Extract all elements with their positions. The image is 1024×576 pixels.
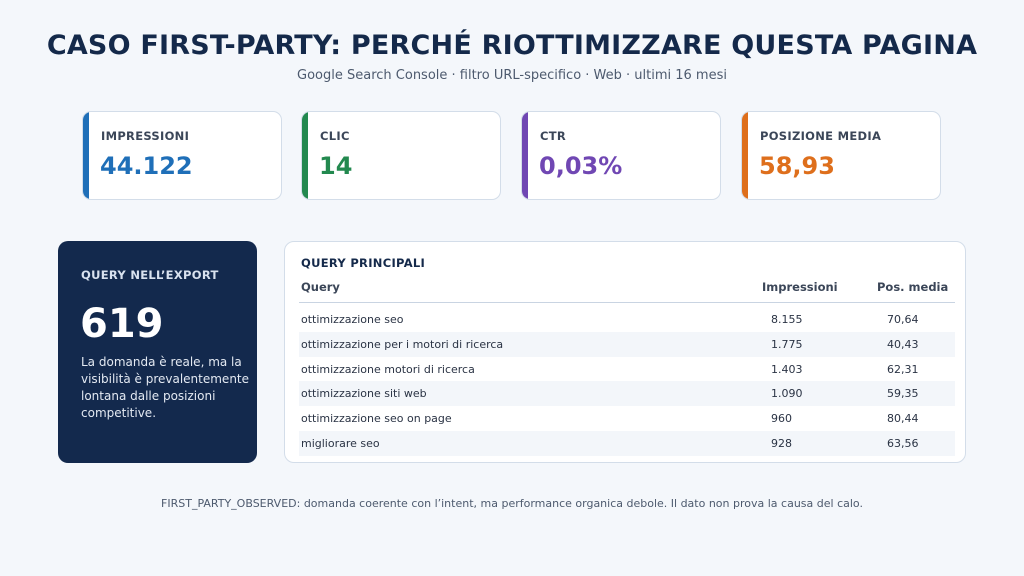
kpi-accent-bar <box>302 112 308 199</box>
cell-query: ottimizzazione per i motori di ricerca <box>301 337 504 351</box>
kpi-value: 44.122 <box>100 152 193 180</box>
cell-query: migliorare seo <box>301 436 380 450</box>
query-table-card: QUERY PRINCIPALI Query Impressioni Pos. … <box>284 241 966 463</box>
cell-impressioni: 1.775 <box>771 337 803 351</box>
column-header-query: Query <box>301 280 340 294</box>
cell-query: ottimizzazione motori di ricerca <box>301 362 475 376</box>
export-query-count: 619 <box>80 301 164 347</box>
kpi-accent-bar <box>522 112 528 199</box>
cell-query: ottimizzazione seo <box>301 313 404 326</box>
kpi-label: CTR <box>540 129 567 143</box>
column-header-impressioni: Impressioni <box>762 280 838 294</box>
column-header-pos-media: Pos. media <box>877 280 949 294</box>
table-row: ottimizzazione motori di ricerca 1.403 6… <box>299 357 955 382</box>
export-card-label: QUERY NELL’EXPORT <box>81 268 219 282</box>
cell-query: ottimizzazione siti web <box>301 387 427 401</box>
table-row: ottimizzazione seo on page 960 80,44 <box>299 406 955 431</box>
kpi-card-ctr: CTR 0,03% <box>521 111 721 200</box>
table-row: ottimizzazione seo 8.155 70,64 <box>299 307 955 332</box>
cell-pos-media: 70,64 <box>887 313 919 326</box>
cell-impressioni: 1.090 <box>771 387 803 401</box>
cell-pos-media: 80,44 <box>887 412 919 426</box>
kpi-card-posizione-media: POSIZIONE MEDIA 58,93 <box>741 111 941 200</box>
cell-query: ottimizzazione seo on page <box>301 412 452 426</box>
kpi-label: CLIC <box>320 129 350 143</box>
kpi-card-clic: CLIC 14 <box>301 111 501 200</box>
kpi-accent-bar <box>742 112 748 199</box>
kpi-accent-bar <box>83 112 89 199</box>
cell-pos-media: 59,35 <box>887 387 919 401</box>
cell-pos-media: 62,31 <box>887 362 919 376</box>
kpi-card-impressioni: IMPRESSIONI 44.122 <box>82 111 282 200</box>
cell-pos-media: 63,56 <box>887 436 919 450</box>
cell-impressioni: 1.403 <box>771 362 803 376</box>
footnote: FIRST_PARTY_OBSERVED: domanda coerente c… <box>161 497 863 510</box>
kpi-value: 0,03% <box>539 152 623 180</box>
kpi-label: POSIZIONE MEDIA <box>760 129 882 143</box>
kpi-label: IMPRESSIONI <box>101 129 190 143</box>
kpi-value: 14 <box>319 152 353 180</box>
kpi-value: 58,93 <box>759 152 835 180</box>
table-header: Query Impressioni Pos. media <box>299 280 955 303</box>
cell-pos-media: 40,43 <box>887 337 919 351</box>
table-body: ottimizzazione seo 8.155 70,64 ottimizza… <box>299 307 955 456</box>
export-card-description: La domanda è reale, ma la visibilità è p… <box>81 355 250 420</box>
table-row: ottimizzazione per i motori di ricerca 1… <box>299 331 955 357</box>
page-subtitle: Google Search Console · filtro URL-speci… <box>297 68 727 83</box>
cell-impressioni: 8.155 <box>771 313 803 326</box>
table-row: migliorare seo 928 63,56 <box>299 430 955 456</box>
page-title: CASO FIRST-PARTY: PERCHÉ RIOTTIMIZZARE Q… <box>46 30 978 61</box>
cell-impressioni: 928 <box>771 436 792 450</box>
table-row: ottimizzazione siti web 1.090 59,35 <box>299 381 955 407</box>
export-query-card: QUERY NELL’EXPORT 619 La domanda è reale… <box>58 241 257 463</box>
query-table-title: QUERY PRINCIPALI <box>301 256 426 270</box>
cell-impressioni: 960 <box>771 412 792 426</box>
